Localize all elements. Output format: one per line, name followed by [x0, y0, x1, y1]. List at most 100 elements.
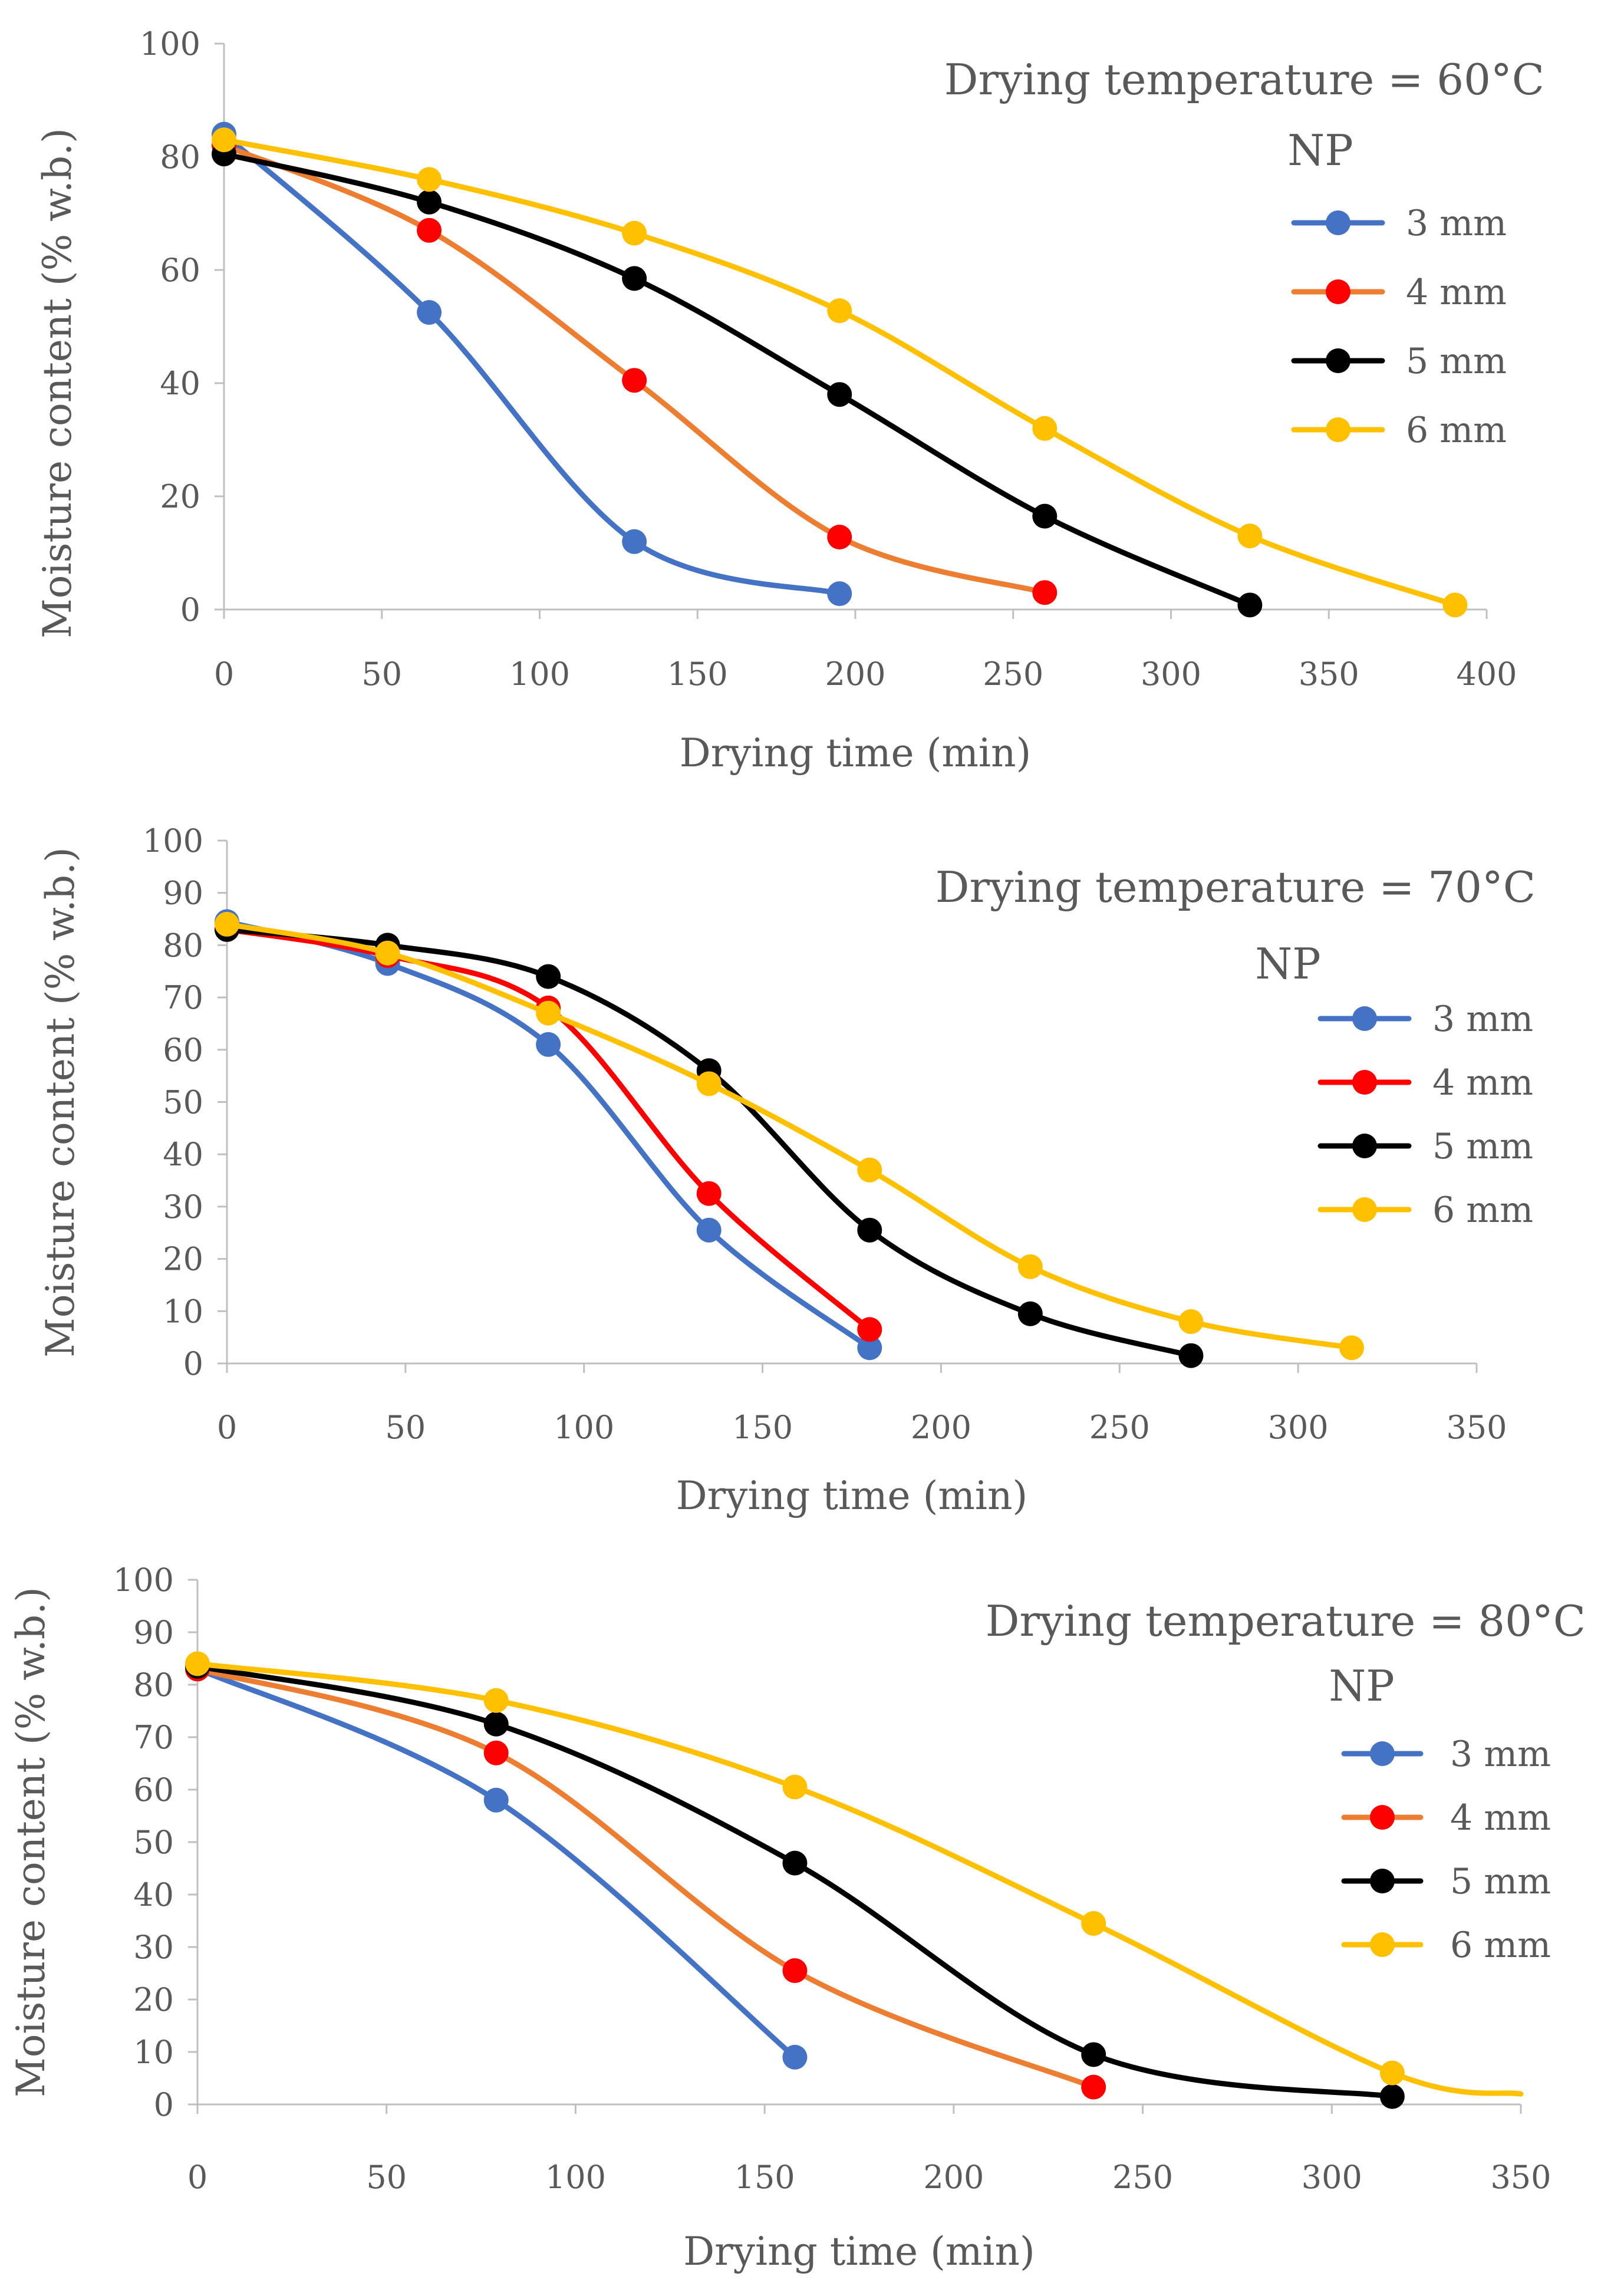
series-line [195, 1661, 1524, 2097]
x-tick-label: 250 [1112, 2159, 1173, 2196]
data-point [1379, 2084, 1405, 2109]
y-tick-label: 0 [154, 2086, 174, 2123]
data-point [1081, 2042, 1106, 2067]
data-point [417, 300, 442, 325]
y-tick-label: 10 [133, 2034, 174, 2071]
y-axis-title: Moisture content (% w.b.) [38, 847, 83, 1358]
data-point [1379, 2060, 1405, 2086]
series-6mm [215, 911, 1364, 1361]
x-tick-label: 0 [214, 655, 234, 693]
data-point [1178, 1343, 1204, 1368]
legend-label: 3 mm [1432, 999, 1533, 1040]
data-point [1237, 592, 1263, 618]
x-tick-label: 100 [545, 2159, 606, 2196]
data-point [536, 1000, 561, 1026]
legend-marker [1352, 1134, 1377, 1158]
y-tick-label: 80 [160, 139, 200, 176]
y-tick-label: 20 [160, 478, 200, 515]
data-point [1032, 503, 1058, 529]
data-point [857, 1335, 882, 1361]
data-point [857, 1317, 882, 1342]
x-tick-label: 150 [667, 655, 728, 693]
x-tick-label: 250 [1089, 1409, 1150, 1446]
legend-marker [1326, 348, 1350, 373]
series-line [224, 927, 872, 1332]
y-tick-label: 60 [163, 1032, 203, 1069]
data-point [622, 266, 647, 291]
x-tick-label: 100 [554, 1409, 614, 1446]
series-5mm [212, 141, 1263, 618]
chart-1: 0 20 40 60 80 100 0 50 100 150 200 250 300 350 400 Dryi… [35, 25, 1544, 776]
y-tick-label: 80 [163, 927, 203, 964]
data-point [827, 298, 852, 324]
legend-marker [1370, 1869, 1395, 1893]
data-point [483, 1711, 509, 1737]
data-point [857, 1217, 882, 1243]
series-line [224, 927, 1194, 1359]
series-line [224, 918, 872, 1350]
y-tick-label: 90 [133, 1614, 174, 1651]
legend-label: 4 mm [1450, 1797, 1551, 1839]
data-point [417, 167, 442, 192]
data-point [483, 1740, 509, 1765]
data-point [857, 1157, 882, 1182]
y-tick-label: 50 [163, 1084, 203, 1121]
x-tick-label: 400 [1456, 655, 1517, 693]
y-tick-label: 20 [163, 1241, 203, 1278]
legend-label: 3 mm [1450, 1734, 1551, 1775]
data-point [536, 964, 561, 989]
legend-label: 5 mm [1450, 1861, 1551, 1902]
data-point [827, 382, 852, 407]
y-tick-label: 80 [133, 1666, 174, 1704]
chart-title: Drying temperature = 80°C [986, 1596, 1586, 1646]
data-point [827, 525, 852, 550]
data-point [483, 1688, 509, 1713]
data-point [417, 218, 442, 243]
series-6mm [185, 1651, 1524, 2097]
x-tick-label: 350 [1446, 1409, 1507, 1446]
x-axis-title: Drying time (min) [676, 1473, 1028, 1518]
data-point [782, 1850, 808, 1876]
x-tick-label: 300 [1302, 2159, 1362, 2196]
data-point [212, 127, 236, 153]
x-tick-label: 300 [1268, 1409, 1329, 1446]
y-tick-label: 30 [133, 1929, 174, 1966]
x-axis-title: Drying time (min) [683, 2229, 1035, 2274]
data-point [1017, 1254, 1043, 1279]
x-tick-label: 50 [361, 655, 402, 693]
data-point [1081, 1910, 1106, 1936]
legend: 3 mm 4 mm 5 mm 6 mm [1317, 999, 1533, 1231]
data-point [417, 189, 442, 215]
x-tick-label: 50 [366, 2159, 407, 2196]
data-point [536, 1032, 561, 1057]
legend-marker [1370, 1805, 1395, 1830]
chart-subtitle: NP [1287, 126, 1353, 175]
chart-title: Drying temperature = 60°C [944, 55, 1544, 104]
x-tick-label: 50 [385, 1409, 426, 1446]
chart-2: 0 10 20 30 40 50 60 70 80 90 100 0 50 100 150 200 250 300… [38, 822, 1536, 1518]
data-point [696, 1217, 722, 1243]
y-axis-title: Moisture content (% w.b.) [8, 1587, 54, 2097]
y-tick-label: 0 [183, 1345, 203, 1382]
chart-title: Drying temperature = 70°C [935, 862, 1536, 912]
data-point [215, 911, 239, 937]
y-tick-label: 40 [163, 1136, 203, 1173]
legend-marker [1352, 1006, 1377, 1031]
legend-label: 4 mm [1406, 272, 1507, 313]
x-tick-label: 100 [509, 655, 570, 693]
y-tick-label: 0 [180, 591, 200, 628]
data-point [696, 1071, 722, 1096]
legend-label: 4 mm [1432, 1062, 1533, 1103]
x-tick-label: 250 [983, 655, 1043, 693]
y-tick-label: 100 [143, 822, 203, 859]
x-tick-label: 0 [217, 1409, 237, 1446]
y-tick-label: 60 [133, 1771, 174, 1809]
data-point [1081, 2074, 1106, 2100]
x-tick-label: 150 [734, 2159, 795, 2196]
y-tick-label: 40 [160, 365, 200, 402]
data-point [483, 1787, 509, 1813]
data-point [1237, 523, 1263, 549]
legend-label: 5 mm [1432, 1126, 1533, 1167]
y-tick-label: 100 [140, 25, 200, 62]
